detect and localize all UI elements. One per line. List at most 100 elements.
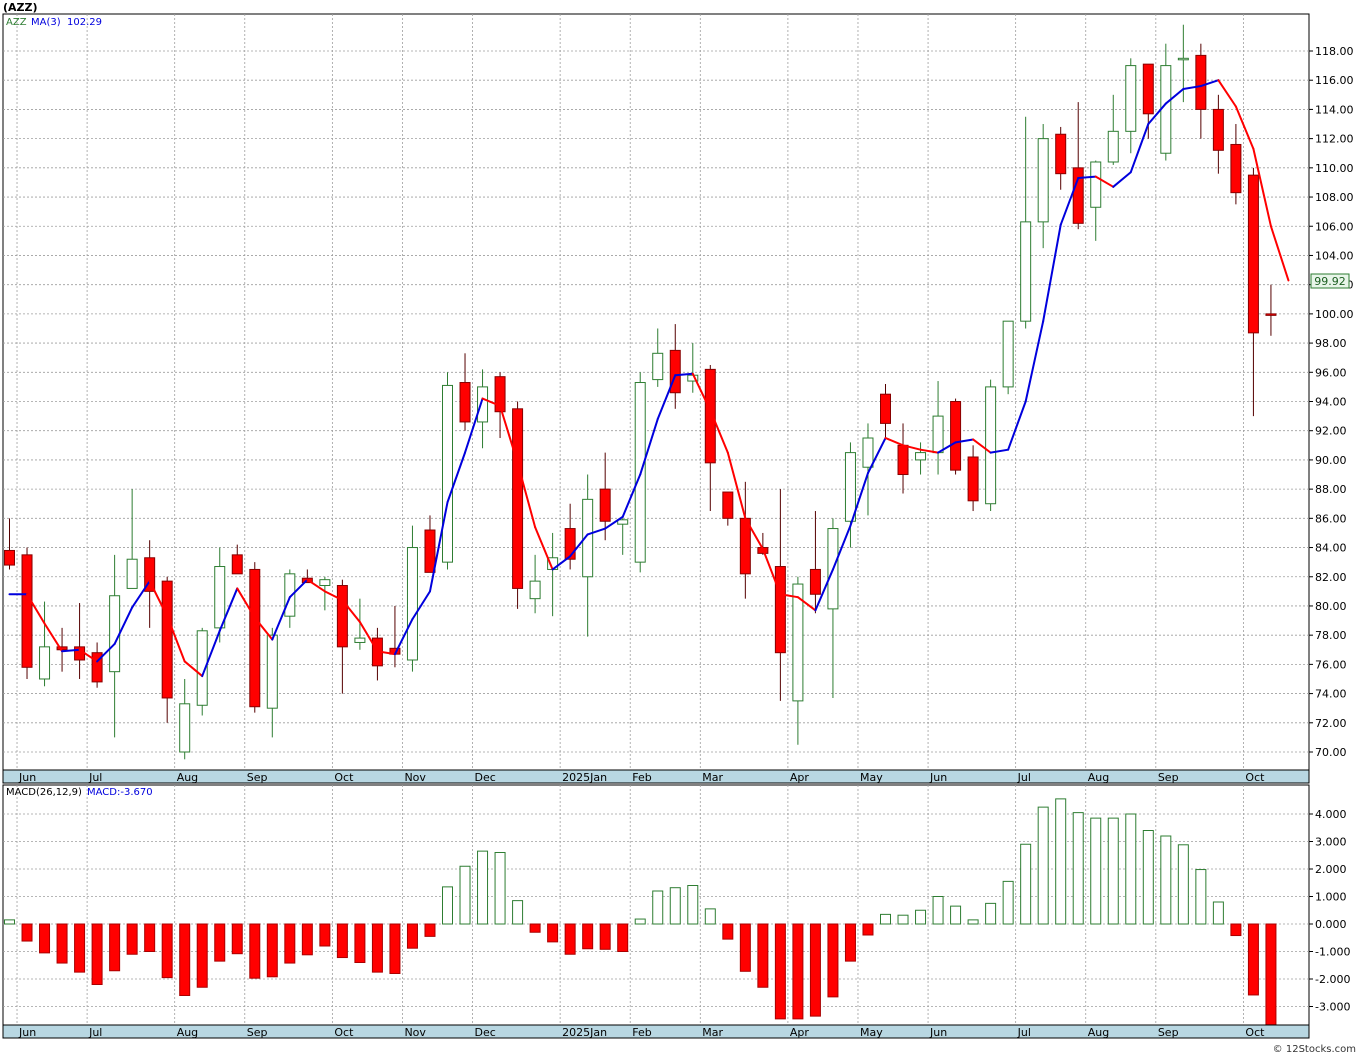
candle-body	[21, 554, 33, 668]
ma3-segment	[148, 580, 169, 618]
macd-bar	[214, 923, 226, 962]
macd-y-tick-label: -3.000	[1315, 1001, 1350, 1014]
symbol-header: (AZZ)	[3, 1, 38, 14]
candle-body	[529, 580, 541, 600]
macd-x-tick-label: Jun	[18, 1026, 36, 1039]
macd-bar	[512, 900, 524, 925]
macd-bar	[529, 923, 541, 933]
macd-bar	[582, 923, 594, 950]
candle-body	[809, 568, 821, 595]
macd-histogram	[4, 798, 1277, 1026]
ma3-segment	[972, 438, 992, 454]
macd-bar	[371, 923, 383, 973]
macd-bar	[477, 850, 489, 925]
candle	[424, 515, 436, 573]
ma3-segment	[166, 615, 186, 663]
candle	[319, 576, 331, 611]
price-y-tick-label: 118.00	[1315, 45, 1354, 58]
ma3-segment	[1077, 175, 1097, 180]
candle-body	[231, 554, 243, 575]
candle-body	[126, 558, 138, 589]
price-y-tick-label: 70.00	[1315, 746, 1347, 759]
candle	[599, 452, 611, 541]
candle	[39, 601, 51, 687]
macd-bar	[1107, 817, 1119, 925]
ma3-segment	[376, 650, 396, 656]
candle-body	[1020, 221, 1032, 322]
ma3-segment	[1129, 123, 1150, 174]
candle	[214, 547, 226, 643]
macd-x-axis-band	[2, 1024, 1310, 1039]
ma3-segment	[393, 618, 414, 656]
macd-bar	[336, 923, 348, 959]
candle-body	[144, 557, 156, 592]
ma3-segment	[1217, 79, 1237, 108]
ma3-segment	[1164, 87, 1185, 105]
price-x-tick-label: Mar	[702, 771, 723, 784]
candle-body	[722, 491, 734, 519]
candle-body	[249, 568, 261, 708]
candle-body	[564, 528, 576, 560]
candle-body	[1090, 161, 1102, 208]
macd-bar	[1020, 843, 1032, 925]
candle-body	[1177, 57, 1189, 61]
macd-bar	[179, 923, 191, 996]
macd-bar	[739, 923, 751, 972]
macd-bar	[354, 923, 366, 963]
macd-legend-value: MACD:-3.670	[87, 787, 153, 798]
macd-y-tick-label: 1.000	[1315, 891, 1347, 904]
ma3-segment	[516, 461, 537, 529]
macd-bar	[249, 923, 261, 979]
price-x-tick-label: Sep	[247, 771, 268, 784]
ma3-segment	[218, 587, 239, 632]
macd-bar	[39, 923, 51, 954]
candle	[477, 369, 489, 449]
ma3-segment	[989, 448, 1010, 454]
price-y-tick-label: 88.00	[1315, 483, 1347, 496]
ma3-segment	[26, 593, 46, 625]
ma3-segment	[1112, 171, 1132, 188]
macd-bar	[301, 923, 313, 956]
ma3-segment	[1234, 105, 1255, 150]
ma3-segment	[271, 596, 291, 641]
ma3-segment	[201, 629, 221, 678]
macd-y-tick-label: 0.000	[1315, 918, 1347, 931]
candle-body	[1265, 313, 1277, 316]
macd-time-gridlines	[16, 785, 1244, 1025]
macd-bar	[109, 923, 121, 972]
candle-body	[617, 519, 629, 525]
price-x-tick-label: Nov	[404, 771, 426, 784]
candle	[1002, 320, 1014, 395]
last-price-label: 99.92	[1314, 275, 1346, 288]
price-y-axis: 70.00 72.00 74.00 76.00 78.00 80.00 82.00 84.00…	[1309, 45, 1354, 759]
candle	[985, 379, 997, 512]
price-y-tick-label: 74.00	[1315, 688, 1347, 701]
macd-bar	[844, 923, 856, 962]
macd-bar	[459, 865, 471, 925]
candle	[1195, 43, 1207, 139]
ma3-segment	[1147, 102, 1167, 126]
macd-y-axis: -3.000 -2.000 -1.000 0.000 1.000 2.000 3.000 4.…	[1309, 808, 1350, 1014]
macd-bar	[862, 923, 874, 936]
candle	[582, 474, 594, 637]
candle	[1107, 94, 1119, 165]
candle	[862, 423, 874, 516]
candle-body	[880, 393, 891, 424]
ma3-segment	[1007, 400, 1027, 451]
ma3-segment	[744, 517, 764, 551]
macd-bar	[319, 923, 331, 947]
macd-bar	[424, 923, 436, 937]
macd-bar	[1142, 830, 1154, 925]
macd-bar	[1002, 880, 1014, 925]
candle-body	[161, 580, 173, 699]
candle-body	[477, 386, 489, 423]
candle-body	[1230, 143, 1242, 194]
price-y-tick-label: 84.00	[1315, 542, 1347, 555]
macd-bar	[161, 923, 173, 979]
ma3-segment	[726, 451, 747, 520]
candle	[880, 383, 891, 439]
macd-x-tick-label: Mar	[702, 1026, 723, 1039]
ma3-segment	[814, 568, 834, 612]
ma3-segment	[902, 444, 922, 451]
candle-body	[897, 444, 909, 476]
